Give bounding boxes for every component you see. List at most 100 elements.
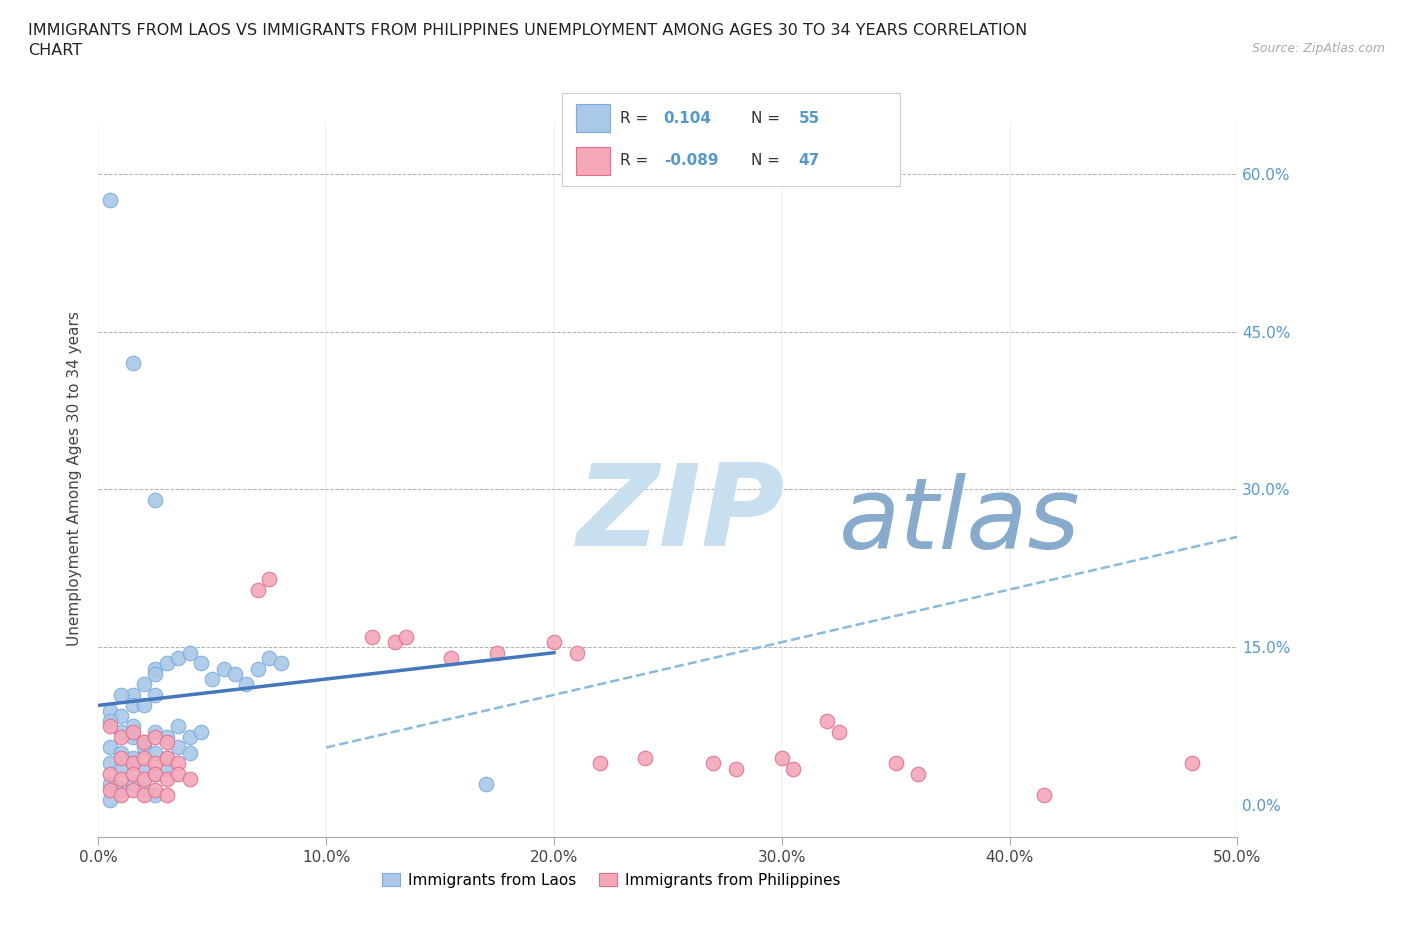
Point bbox=[145, 766, 167, 781]
Point bbox=[98, 740, 121, 755]
Point bbox=[132, 740, 155, 755]
Point bbox=[1032, 788, 1054, 803]
Point bbox=[167, 766, 190, 781]
Point bbox=[145, 661, 167, 676]
Point bbox=[110, 788, 132, 803]
Text: IMMIGRANTS FROM LAOS VS IMMIGRANTS FROM PHILIPPINES UNEMPLOYMENT AMONG AGES 30 T: IMMIGRANTS FROM LAOS VS IMMIGRANTS FROM … bbox=[28, 23, 1028, 58]
Point bbox=[145, 782, 167, 797]
Point bbox=[259, 651, 281, 666]
Point bbox=[110, 687, 132, 702]
Point bbox=[98, 703, 121, 718]
Point bbox=[132, 772, 155, 787]
Point bbox=[167, 651, 190, 666]
Point bbox=[770, 751, 793, 765]
Point bbox=[235, 677, 257, 692]
Point bbox=[98, 193, 121, 207]
Point bbox=[270, 656, 292, 671]
Point bbox=[121, 756, 143, 771]
Point bbox=[828, 724, 851, 739]
Point bbox=[110, 761, 132, 776]
Point bbox=[486, 645, 509, 660]
Point bbox=[145, 729, 167, 744]
Text: 47: 47 bbox=[799, 153, 820, 168]
Point bbox=[98, 713, 121, 728]
Point bbox=[167, 740, 190, 755]
Point bbox=[190, 724, 212, 739]
Point bbox=[110, 724, 132, 739]
Text: -0.089: -0.089 bbox=[664, 153, 718, 168]
Point bbox=[110, 772, 132, 787]
Point bbox=[145, 745, 167, 760]
Point bbox=[179, 729, 201, 744]
Point bbox=[167, 719, 190, 734]
Point bbox=[360, 630, 382, 644]
Point bbox=[132, 788, 155, 803]
Text: N =: N = bbox=[751, 111, 785, 126]
Point bbox=[110, 782, 132, 797]
Point bbox=[384, 635, 406, 650]
Text: R =: R = bbox=[620, 153, 652, 168]
Point bbox=[121, 687, 143, 702]
Point bbox=[121, 751, 143, 765]
Point bbox=[201, 671, 224, 686]
Point bbox=[132, 782, 155, 797]
Point bbox=[98, 792, 121, 807]
Point bbox=[702, 756, 724, 771]
Point bbox=[156, 788, 179, 803]
Point bbox=[156, 656, 179, 671]
Point bbox=[145, 493, 167, 508]
Point bbox=[246, 661, 269, 676]
Point bbox=[224, 666, 246, 681]
Point bbox=[98, 756, 121, 771]
Point bbox=[98, 777, 121, 791]
Point bbox=[565, 645, 588, 660]
Point bbox=[440, 651, 463, 666]
Point bbox=[474, 777, 496, 791]
Point bbox=[884, 756, 907, 771]
Point bbox=[156, 761, 179, 776]
Point bbox=[167, 756, 190, 771]
Point bbox=[395, 630, 418, 644]
Point bbox=[179, 645, 201, 660]
Point bbox=[907, 766, 929, 781]
Point bbox=[145, 788, 167, 803]
Point bbox=[132, 677, 155, 692]
Point bbox=[145, 687, 167, 702]
Point bbox=[98, 766, 121, 781]
Point bbox=[110, 709, 132, 724]
FancyBboxPatch shape bbox=[576, 104, 610, 132]
Point bbox=[259, 572, 281, 587]
Text: Source: ZipAtlas.com: Source: ZipAtlas.com bbox=[1251, 42, 1385, 55]
Point bbox=[156, 735, 179, 750]
Point bbox=[156, 751, 179, 765]
Point bbox=[110, 751, 132, 765]
Text: N =: N = bbox=[751, 153, 785, 168]
Legend: Immigrants from Laos, Immigrants from Philippines: Immigrants from Laos, Immigrants from Ph… bbox=[375, 867, 846, 894]
Point bbox=[156, 729, 179, 744]
Point bbox=[110, 745, 132, 760]
Point bbox=[121, 724, 143, 739]
Point bbox=[121, 719, 143, 734]
Point bbox=[110, 729, 132, 744]
Point bbox=[121, 698, 143, 712]
Point bbox=[121, 782, 143, 797]
Point bbox=[156, 772, 179, 787]
Text: 0.104: 0.104 bbox=[664, 111, 711, 126]
Text: ZIP: ZIP bbox=[576, 459, 785, 570]
Point bbox=[246, 582, 269, 597]
Text: R =: R = bbox=[620, 111, 652, 126]
Point bbox=[588, 756, 610, 771]
Point bbox=[145, 666, 167, 681]
Point bbox=[634, 751, 657, 765]
Point bbox=[121, 355, 143, 370]
Point bbox=[132, 761, 155, 776]
Point bbox=[190, 656, 212, 671]
Point bbox=[145, 724, 167, 739]
Point bbox=[121, 756, 143, 771]
FancyBboxPatch shape bbox=[576, 147, 610, 175]
Point bbox=[782, 761, 804, 776]
Point bbox=[132, 698, 155, 712]
Point bbox=[121, 766, 143, 781]
Point bbox=[121, 777, 143, 791]
Point bbox=[145, 766, 167, 781]
